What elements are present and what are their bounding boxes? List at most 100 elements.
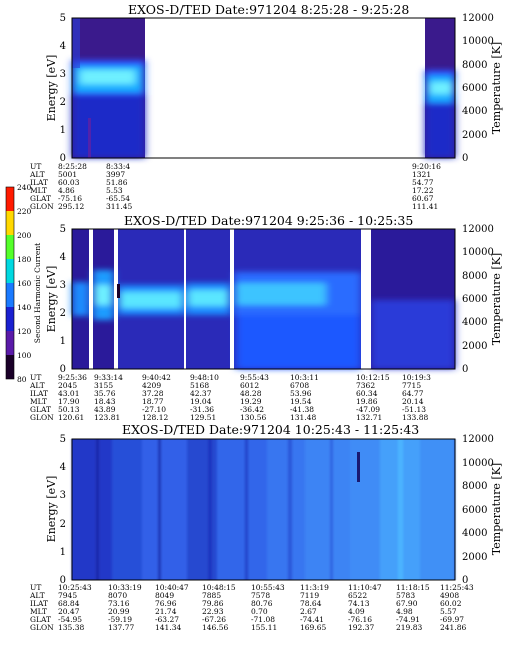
panel-2-orbit-col-0: 9:25:36 2045 43.01 17.90 50.13 120.61 xyxy=(58,373,87,422)
panel-1-ylabel: Energy [eV] xyxy=(45,55,58,122)
panel-3-orbit-value: -74.41 xyxy=(300,615,324,624)
panel-1-orbit-value: -75.16 xyxy=(58,194,82,203)
panel-1-orbit-label: ALT xyxy=(29,170,45,179)
panel-2-orbit-value: 133.88 xyxy=(402,413,428,422)
panel-1-y2tick-4: 8000 xyxy=(462,60,487,71)
panel-3-orbit-value: 8070 xyxy=(108,591,127,600)
panel-2-orbit-col-2: 9:40:42 4209 37.28 18.77 -27.10 128.12 xyxy=(142,373,171,422)
panel-3-orbit-value: 169.65 xyxy=(300,623,326,632)
panel-1-y2tick-2: 4000 xyxy=(462,106,487,117)
panel-3-y2ticks: 0 2000 4000 6000 8000 10000 12000 xyxy=(462,434,494,586)
panel-2-orbit-label: GLAT xyxy=(30,405,51,414)
panel-3-orbit-value: 7945 xyxy=(58,591,77,600)
panel-3-orbit-col-7: 11:18:15 5783 67.90 4.98 -74.91 219.83 xyxy=(396,583,430,632)
panel-3-ytick-2: 2 xyxy=(60,519,66,530)
panel-3-ytick-4: 4 xyxy=(60,462,66,473)
panel-3-orbit-label: UT xyxy=(30,583,41,592)
panel-3-orbit-value: 10:48:15 xyxy=(202,583,236,592)
panel-1-orbit-value: 3997 xyxy=(106,170,125,179)
colorbar-tick: 240 xyxy=(17,183,32,192)
panel-1-orbit-value: -65.54 xyxy=(106,194,130,203)
panel-1-orbit-value: 111.41 xyxy=(412,202,438,211)
panel-3-orbit-value: 67.90 xyxy=(396,599,418,608)
panel-2-orbit-value: 60.34 xyxy=(356,389,378,398)
panel-3-orbit-label: GLON xyxy=(30,623,54,632)
panel-2-orbit-value: 37.28 xyxy=(142,389,164,398)
panel-2-heatmap xyxy=(72,229,455,369)
panel-1-orbit-value: 5.53 xyxy=(106,186,123,195)
panel-2-dark-spike xyxy=(117,284,120,298)
panel-3-orbit-value: 10:25:43 xyxy=(58,583,92,592)
panel-2-y2ticks: 0 2000 4000 6000 8000 10000 12000 xyxy=(462,224,494,375)
panel-3-yticks: 0 1 2 3 4 5 xyxy=(60,434,66,586)
panel-3-orbit-value: 8049 xyxy=(155,591,174,600)
panel-2-orbit-value: 35.76 xyxy=(94,389,116,398)
panel-2-y2tick-2: 4000 xyxy=(462,317,487,328)
panel-3-orbit-value: 78.64 xyxy=(300,599,322,608)
colorbar-label: Second Harmonic Current xyxy=(33,243,42,343)
panel-2-orbit-label: ILAT xyxy=(30,389,48,398)
panel-3-orbit-value: 7885 xyxy=(202,591,221,600)
panel-2-ytick-3: 3 xyxy=(60,280,66,291)
panel-1-frame xyxy=(71,17,456,159)
panel-2-orbit-value: 132.71 xyxy=(356,413,382,422)
panel-2-orbit-value: 7715 xyxy=(402,381,421,390)
panel-2-orbit-value: -31.36 xyxy=(190,405,214,414)
panel-2-orbit-value: 9:55:43 xyxy=(240,373,269,382)
panel-2-ytick-2: 2 xyxy=(60,308,66,319)
panel-1-yticks: 0 1 2 3 4 5 xyxy=(60,13,66,164)
panel-2-orbit-value: 19.54 xyxy=(290,397,312,406)
panel-2-y2tick-6: 12000 xyxy=(462,224,494,235)
panel-1-orbit-label: GLON xyxy=(30,202,54,211)
panel-2-ytick-5: 5 xyxy=(60,224,66,235)
panel-3-orbit-value: 20.47 xyxy=(58,607,80,616)
panel-1-y2tick-6: 12000 xyxy=(462,13,494,24)
panel-2-orbit-value: 10:3:11 xyxy=(290,373,319,382)
panel-2-y2tick-0: 0 xyxy=(462,364,468,375)
panel-2-orbit-value: 2045 xyxy=(58,381,77,390)
panel-1-y2label: Temperature [K] xyxy=(490,42,503,134)
panel-3-orbit-col-2: 10:40:47 8049 76.96 21.74 -63.27 141.34 xyxy=(155,583,189,632)
panel-2-orbit-label: GLON xyxy=(30,413,54,422)
panel-2-y2tick-1: 2000 xyxy=(462,341,487,352)
panel-3-orbit-col-3: 10:48:15 7885 79.86 22.93 -67.26 146.56 xyxy=(202,583,236,632)
panel-2-orbit-value: 18.77 xyxy=(142,397,164,406)
panel-2-orbit-value: 19.04 xyxy=(190,397,212,406)
panel-3-orbit-value: 76.96 xyxy=(155,599,177,608)
panel-3-orbit-label: ILAT xyxy=(30,599,48,608)
panel-3-orbit-value: 2.67 xyxy=(300,607,317,616)
panel-3-orbit-value: -59.19 xyxy=(108,615,132,624)
panel-1-orbit-table: UT ALT ILAT MLT GLAT GLON 8:25:28 5001 6… xyxy=(29,162,441,211)
panel-1-orbit-value: 8:25:28 xyxy=(58,162,87,171)
panel-3-orbit-value: 74.13 xyxy=(348,599,370,608)
panel-2-orbit-value: 18.43 xyxy=(94,397,116,406)
panel-3-orbit-value: 4908 xyxy=(440,591,459,600)
panel-2-title: EXOS-D/TED Date:971204 9:25:36 - 10:25:3… xyxy=(124,213,413,228)
panel-1-orbit-value: 51.86 xyxy=(106,178,128,187)
panel-3-orbit-table: UT ALT ILAT MLT GLAT GLON 10:25:43 7945 … xyxy=(29,583,474,632)
panel-2-orbit-value: 131.48 xyxy=(290,413,316,422)
panel-2-orbit-value: 6708 xyxy=(290,381,309,390)
panel-1-orbit-value: 60.03 xyxy=(58,178,80,187)
panel-3-orbit-row-labels: UT ALT ILAT MLT GLAT GLON xyxy=(29,583,54,632)
panel-3-orbit-value: -54.95 xyxy=(58,615,82,624)
panel-2-orbit-value: -47.09 xyxy=(356,405,380,414)
panel-2-orbit-value: 9:25:36 xyxy=(58,373,87,382)
colorbar-tick: 120 xyxy=(17,327,32,336)
panel-3-orbit-value: 11:3:19 xyxy=(300,583,329,592)
panel-2-orbit-value: 53.96 xyxy=(290,389,312,398)
panel-2-orbit-value: 43.01 xyxy=(58,389,79,398)
panel-2-orbit-value: 123.81 xyxy=(94,413,120,422)
panel-3-y2tick-1: 2000 xyxy=(462,552,487,563)
panel-3-y2tick-2: 4000 xyxy=(462,528,487,539)
panel-1-orbit-label: GLAT xyxy=(30,194,51,203)
panel-2-orbit-value: 9:40:42 xyxy=(142,373,171,382)
panel-1-orbit-value: 54.77 xyxy=(412,178,434,187)
colorbar-tick: 80 xyxy=(17,375,27,384)
panel-1-orbit-col-0: 8:25:28 5001 60.03 4.86 -75.16 295.12 xyxy=(58,162,87,211)
panel-3-orbit-value: -63.27 xyxy=(155,615,179,624)
panel-3-orbit-col-1: 10:33:19 8070 73.16 20.99 -59.19 137.77 xyxy=(108,583,142,632)
panel-3-orbit-col-6: 11:10:47 6522 74.13 4.09 -76.16 192.37 xyxy=(348,583,382,632)
panel-3-orbit-value: 146.56 xyxy=(202,623,228,632)
panel-1-orbit-value: 295.12 xyxy=(58,202,84,211)
